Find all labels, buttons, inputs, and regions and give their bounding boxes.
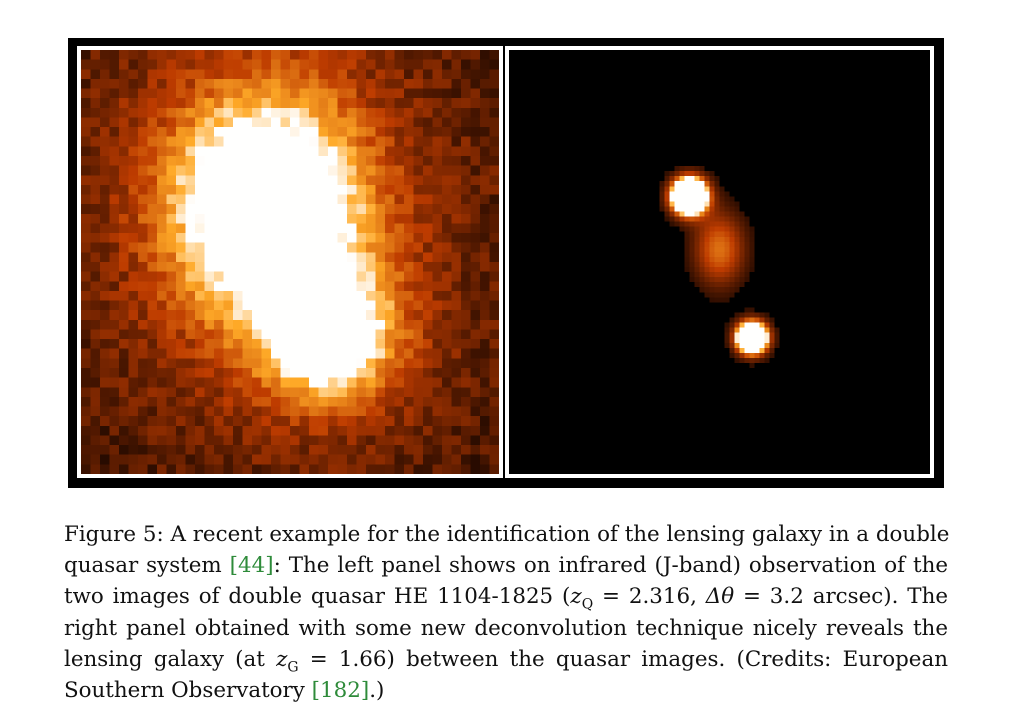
caption-line-3: two images of double quasar HE 1104-1825… [64,584,949,613]
caption-line-2: quasar system [44]: The left panel shows… [64,553,949,579]
infrared-quasar-image [81,50,499,474]
caption-line-5: lensing galaxy (at zG = 1.66) between th… [64,646,948,676]
caption-line-6: Southern Observatory [182].) [64,678,385,704]
deconvolved-quasar-image [509,50,930,474]
citation-link-44[interactable]: [44] [229,553,274,579]
left-panel-infrared-observation [77,46,503,478]
right-panel-deconvolved [505,46,934,478]
figure-image [68,38,944,488]
citation-link-182[interactable]: [182] [311,678,370,704]
figure-caption: Figure 5: A recent example for the ident… [64,519,950,706]
caption-line-1: Figure 5: A recent example for the ident… [64,522,950,547]
caption-line-4: right panel obtained with some new decon… [64,615,948,641]
